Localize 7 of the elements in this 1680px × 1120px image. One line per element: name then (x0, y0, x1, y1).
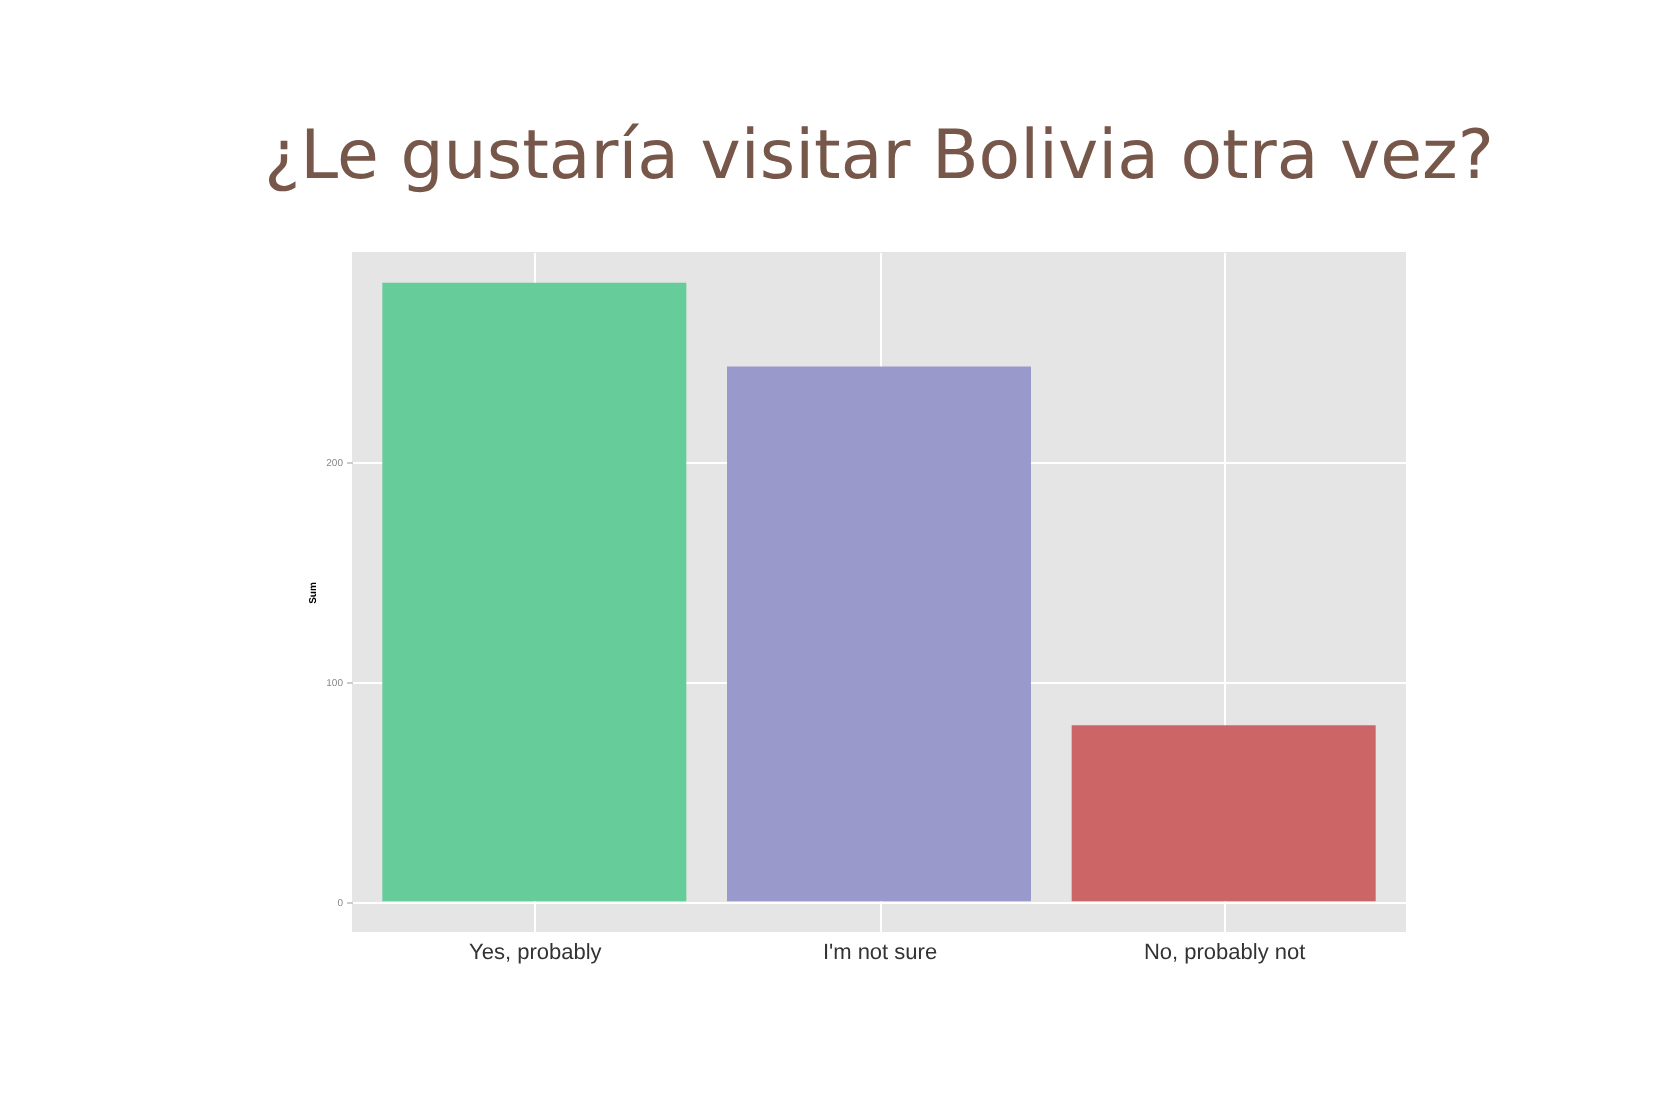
x-tick-label: No, probably not (1143, 941, 1306, 965)
chart-title: ¿Le gustaría visitar Bolivia otra vez? (264, 116, 1494, 196)
x-tick-label: I'm not sure (822, 941, 938, 965)
bar (1071, 725, 1376, 902)
bar (727, 366, 1031, 902)
x-tick-label: Yes, probably (469, 941, 603, 965)
bar (382, 282, 687, 902)
